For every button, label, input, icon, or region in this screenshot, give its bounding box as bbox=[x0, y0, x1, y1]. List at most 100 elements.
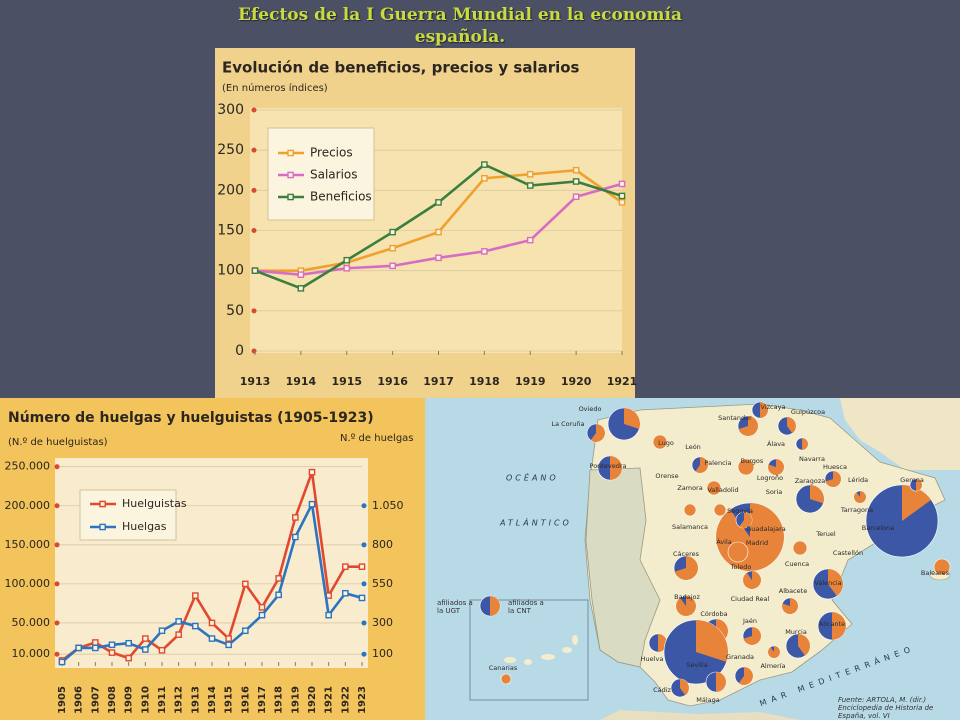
pie-wedge bbox=[798, 634, 810, 656]
island bbox=[572, 635, 578, 645]
pie-base bbox=[933, 558, 951, 576]
place-label: Valladolid bbox=[707, 486, 738, 494]
island bbox=[562, 647, 572, 653]
place-label: Zamora bbox=[677, 484, 702, 492]
place-label: Gerona bbox=[900, 476, 924, 484]
pie-wedge bbox=[854, 491, 866, 504]
point-marker bbox=[526, 182, 534, 189]
point-marker bbox=[618, 192, 626, 200]
point-marker bbox=[275, 575, 282, 582]
y2-tick-label: 100 bbox=[372, 647, 393, 660]
pie-base bbox=[713, 503, 727, 517]
point-marker bbox=[158, 646, 166, 654]
pie-base bbox=[683, 503, 697, 517]
point-marker bbox=[192, 592, 199, 599]
y-tick-label: 300 bbox=[217, 102, 244, 118]
sea-label: ATLÁNTICO bbox=[499, 517, 572, 528]
pie-wedge bbox=[743, 571, 762, 589]
x-tick-label: 1913 bbox=[190, 686, 201, 714]
tick-dot bbox=[54, 620, 60, 626]
point-marker bbox=[251, 267, 259, 274]
x-tick-label: 1920 bbox=[561, 375, 592, 388]
pie-base bbox=[792, 540, 808, 556]
place-label: Guadalajara bbox=[746, 525, 785, 533]
x-tick-label: 1917 bbox=[257, 686, 268, 714]
point-marker bbox=[292, 533, 299, 541]
point-marker bbox=[297, 285, 305, 292]
point-marker bbox=[175, 631, 182, 638]
island bbox=[504, 657, 516, 663]
place-label: Guipúzcoa bbox=[791, 408, 825, 416]
y-axis-label: (N.º de huelguistas) bbox=[8, 437, 108, 448]
africa bbox=[600, 710, 800, 720]
place-label: Santander bbox=[718, 414, 752, 422]
x-tick-label: 1912 bbox=[174, 686, 185, 714]
point-marker bbox=[358, 563, 366, 570]
place-label: Salamanca bbox=[672, 523, 708, 531]
point-marker bbox=[618, 199, 626, 206]
legend-marker bbox=[287, 193, 294, 201]
point-marker bbox=[325, 611, 332, 619]
place-label: Valencia bbox=[814, 579, 841, 587]
point-marker bbox=[242, 580, 249, 588]
tick-dot bbox=[54, 581, 60, 587]
pie-wedge bbox=[768, 459, 784, 476]
pie-wedge bbox=[695, 457, 708, 474]
legend-marker bbox=[287, 171, 294, 179]
x-tick-label: 1918 bbox=[274, 686, 285, 714]
point-marker bbox=[343, 264, 351, 272]
point-marker bbox=[343, 256, 351, 264]
x-tick-label: 1915 bbox=[331, 375, 362, 388]
pie-wedge bbox=[739, 512, 753, 528]
place-label: Oviedo bbox=[579, 405, 602, 413]
point-marker bbox=[225, 641, 232, 649]
place-label: Cáceres bbox=[673, 550, 700, 558]
point-marker bbox=[175, 618, 182, 625]
place-label: León bbox=[685, 443, 701, 451]
pie-wedge bbox=[716, 672, 726, 692]
y2-tick-label: 300 bbox=[372, 616, 393, 629]
y-tick-label: 50.000 bbox=[12, 616, 51, 629]
pie-wedge bbox=[916, 479, 922, 491]
x-tick-label: 1905 bbox=[57, 686, 68, 714]
pie-wedge bbox=[828, 569, 844, 597]
pie-wedge bbox=[738, 667, 754, 686]
y2-tick-label: 1.050 bbox=[372, 499, 404, 512]
point-marker bbox=[526, 170, 534, 178]
pie-base bbox=[652, 434, 668, 450]
chart-subtitle: (En números índices) bbox=[222, 82, 328, 94]
y-tick-label: 100.000 bbox=[5, 577, 51, 590]
tick-dot bbox=[361, 651, 367, 657]
portugal bbox=[585, 467, 661, 668]
point-marker bbox=[92, 639, 99, 646]
place-label: Huesca bbox=[823, 463, 847, 471]
pie-wedge bbox=[490, 596, 500, 616]
place-label: Canarias bbox=[489, 664, 518, 672]
x-tick-label: 1916 bbox=[377, 375, 408, 388]
x-tick-label: 1921 bbox=[324, 686, 335, 714]
legend-label: Precios bbox=[310, 146, 353, 160]
y2-axis-label: N.º de huelgas bbox=[340, 433, 414, 444]
point-marker bbox=[297, 271, 305, 278]
x-tick-label: 1915 bbox=[224, 686, 235, 714]
tick-dot bbox=[54, 464, 60, 470]
point-marker bbox=[242, 627, 249, 635]
place-label: Segovia bbox=[727, 507, 753, 515]
point-marker bbox=[208, 635, 216, 642]
place-label: Orense bbox=[655, 472, 678, 480]
sea-label: OCÉANO bbox=[506, 472, 559, 483]
x-tick-label: 1921 bbox=[607, 375, 638, 388]
pie-wedge bbox=[590, 424, 605, 443]
x-tick-label: 1923 bbox=[357, 686, 368, 714]
point-marker bbox=[481, 174, 488, 182]
point-marker bbox=[435, 199, 442, 206]
point-marker bbox=[208, 619, 216, 627]
x-tick-label: 1907 bbox=[90, 686, 101, 714]
legend-marker bbox=[287, 149, 294, 157]
tick-dot bbox=[54, 651, 60, 657]
chart-title: Evolución de beneficios, precios y salar… bbox=[222, 59, 580, 77]
point-marker bbox=[481, 248, 488, 255]
point-marker bbox=[275, 591, 282, 599]
